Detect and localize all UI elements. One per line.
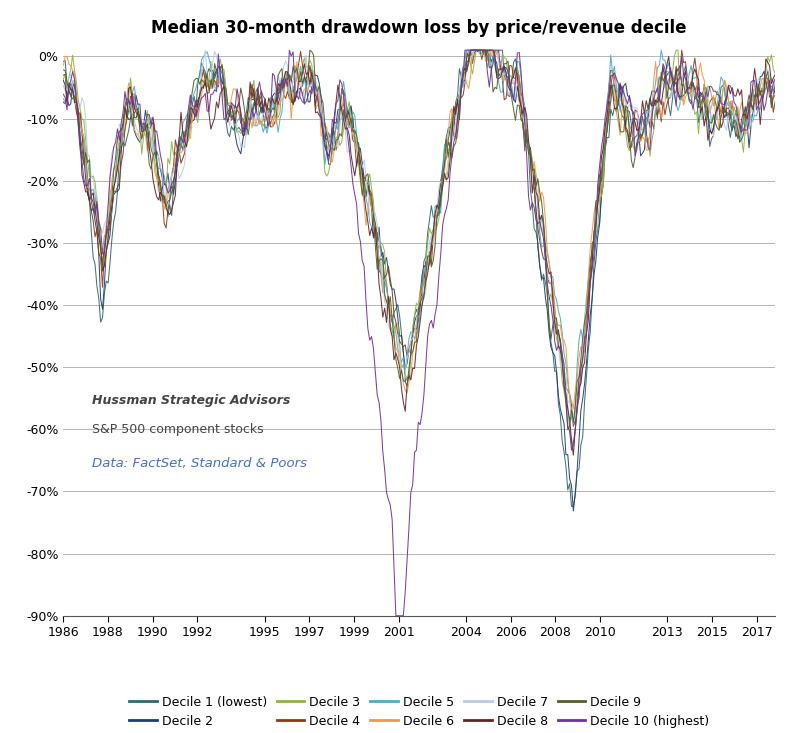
Title: Median 30-month drawdown loss by price/revenue decile: Median 30-month drawdown loss by price/r… <box>152 19 687 37</box>
Text: Hussman Strategic Advisors: Hussman Strategic Advisors <box>92 394 290 407</box>
Text: Data: FactSet, Standard & Poors: Data: FactSet, Standard & Poors <box>92 457 307 470</box>
Text: S&P 500 component stocks: S&P 500 component stocks <box>92 423 263 435</box>
Legend: Decile 1 (lowest), Decile 2, Decile 3, Decile 4, Decile 5, Decile 6, Decile 7, D: Decile 1 (lowest), Decile 2, Decile 3, D… <box>124 690 714 733</box>
